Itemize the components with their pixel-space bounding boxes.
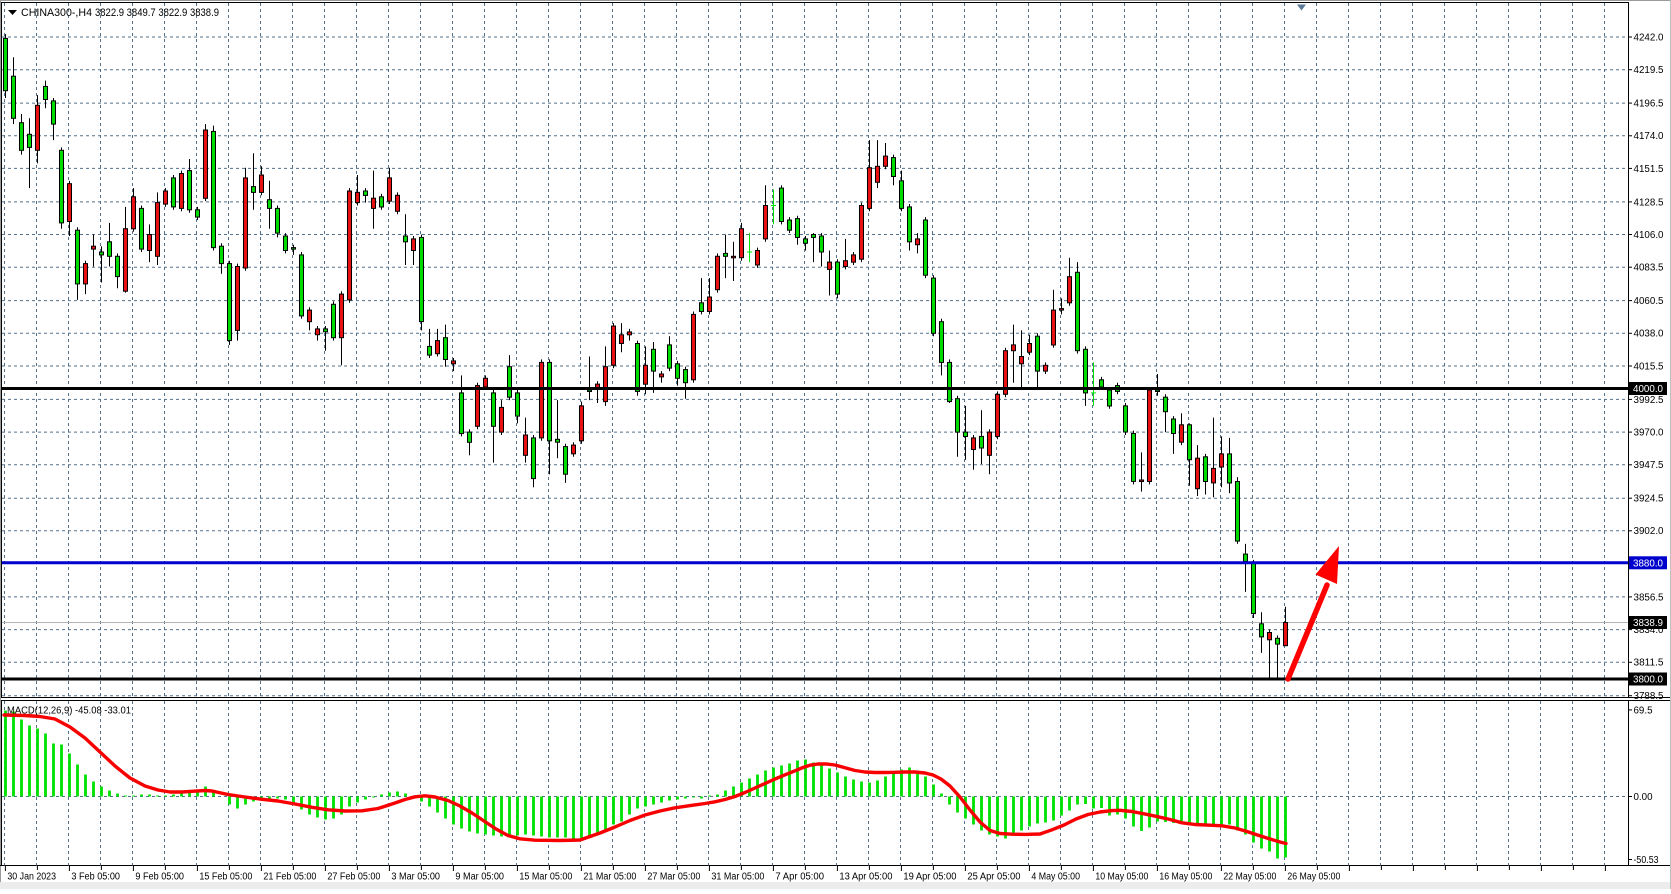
svg-text:3947.5: 3947.5 (1634, 460, 1664, 471)
svg-text:4174.0: 4174.0 (1634, 131, 1664, 142)
svg-text:0.00: 0.00 (1634, 792, 1653, 803)
svg-text:3822.9 3849.7 3822.9 3838.9: 3822.9 3849.7 3822.9 3838.9 (95, 7, 219, 19)
svg-text:3 Feb 05:00: 3 Feb 05:00 (71, 872, 120, 883)
svg-text:3856.5: 3856.5 (1634, 592, 1664, 603)
svg-text:4151.5: 4151.5 (1634, 164, 1664, 175)
svg-text:7 Apr 05:00: 7 Apr 05:00 (775, 872, 824, 883)
svg-text:26 May 05:00: 26 May 05:00 (1287, 872, 1340, 883)
svg-text:15 Feb 05:00: 15 Feb 05:00 (199, 872, 252, 883)
svg-text:3788.5: 3788.5 (1634, 691, 1664, 702)
svg-text:3834.0: 3834.0 (1634, 625, 1664, 636)
svg-text:4000.0: 4000.0 (1633, 384, 1663, 395)
svg-text:3811.5: 3811.5 (1634, 658, 1664, 669)
svg-text:4015.5: 4015.5 (1634, 361, 1664, 372)
svg-text:3902.0: 3902.0 (1634, 526, 1664, 537)
svg-text:4219.5: 4219.5 (1634, 65, 1664, 76)
svg-text:4 May 05:00: 4 May 05:00 (1031, 872, 1080, 883)
svg-text:3924.5: 3924.5 (1634, 494, 1664, 505)
svg-text:31 Mar 05:00: 31 Mar 05:00 (711, 872, 764, 883)
svg-text:4106.0: 4106.0 (1634, 230, 1664, 241)
svg-text:4128.5: 4128.5 (1634, 197, 1664, 208)
svg-text:CHINA300-,H4: CHINA300-,H4 (21, 7, 92, 19)
svg-text:-50.53: -50.53 (1634, 855, 1659, 866)
svg-text:MACD(12,26,9) -45.08 -33.01: MACD(12,26,9) -45.08 -33.01 (7, 706, 131, 717)
svg-text:21 Feb 05:00: 21 Feb 05:00 (263, 872, 316, 883)
svg-text:3838.9: 3838.9 (1633, 618, 1663, 629)
svg-text:4060.5: 4060.5 (1634, 296, 1664, 307)
svg-text:27 Mar 05:00: 27 Mar 05:00 (647, 872, 700, 883)
svg-text:15 Mar 05:00: 15 Mar 05:00 (519, 872, 572, 883)
svg-text:4196.5: 4196.5 (1634, 99, 1664, 110)
svg-text:3992.5: 3992.5 (1634, 395, 1664, 406)
svg-text:10 May 05:00: 10 May 05:00 (1095, 872, 1148, 883)
svg-text:19 Apr 05:00: 19 Apr 05:00 (903, 872, 956, 883)
svg-text:9 Feb 05:00: 9 Feb 05:00 (135, 872, 184, 883)
svg-text:4083.5: 4083.5 (1634, 263, 1664, 274)
svg-text:4038.0: 4038.0 (1634, 329, 1664, 340)
svg-text:4242.0: 4242.0 (1634, 32, 1664, 43)
svg-text:16 May 05:00: 16 May 05:00 (1159, 872, 1212, 883)
svg-text:27 Feb 05:00: 27 Feb 05:00 (327, 872, 380, 883)
svg-text:3 Mar 05:00: 3 Mar 05:00 (391, 872, 440, 883)
svg-text:3880.0: 3880.0 (1633, 558, 1663, 569)
svg-text:69.5: 69.5 (1634, 705, 1653, 716)
svg-text:3800.0: 3800.0 (1633, 675, 1663, 686)
svg-text:13 Apr 05:00: 13 Apr 05:00 (839, 872, 892, 883)
svg-text:25 Apr 05:00: 25 Apr 05:00 (967, 872, 1020, 883)
svg-text:9 Mar 05:00: 9 Mar 05:00 (455, 872, 504, 883)
svg-text:3970.0: 3970.0 (1634, 428, 1664, 439)
svg-text:21 Mar 05:00: 21 Mar 05:00 (583, 872, 636, 883)
svg-text:30 Jan 2023: 30 Jan 2023 (7, 872, 56, 883)
svg-text:22 May 05:00: 22 May 05:00 (1223, 872, 1276, 883)
